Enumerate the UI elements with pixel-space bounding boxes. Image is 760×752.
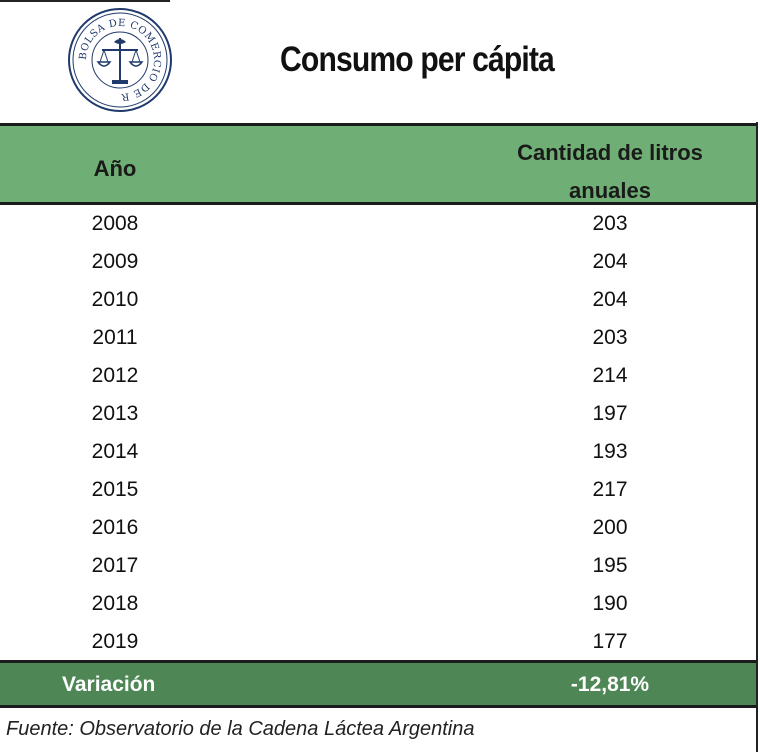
bolsa-rosario-seal: BOLSA DE COMERCIO DE ROSARIO [66,6,172,112]
cell-year: 2016 [91,516,139,539]
table-header: Año Cantidad de litros anuales [0,123,756,205]
header-year: Año [93,156,137,181]
page-title: Consumo per cápita [280,40,555,79]
cell-year: 2009 [91,250,139,273]
cell-year: 2014 [91,440,139,463]
source-note: Fuente: Observatorio de la Cadena Láctea… [6,718,475,740]
cell-value: 195 [592,554,628,577]
cell-value: 217 [592,478,628,501]
table-row: 2015 217 [0,472,756,510]
cell-year: 2010 [91,288,139,311]
cell-value: 204 [592,250,628,273]
cell-year: 2015 [91,478,139,501]
cell-value: 203 [592,212,628,235]
top-rule [0,0,170,2]
table-row: 2009 204 [0,244,756,282]
variation-value: -12,81% [570,673,650,696]
cell-year: 2017 [91,554,139,577]
header-quantity: Cantidad de litros anuales [470,134,750,210]
table-row: 2011 203 [0,320,756,358]
table-row: 2018 190 [0,586,756,624]
header-quantity-line1: Cantidad de litros [517,140,703,165]
table-row: 2017 195 [0,548,756,586]
cell-year: 2019 [91,630,139,653]
cell-value: 200 [592,516,628,539]
cell-year: 2008 [91,212,139,235]
cell-value: 177 [592,630,628,653]
cell-value: 197 [592,402,628,425]
header-quantity-line2: anuales [569,178,651,203]
cell-year: 2012 [91,364,139,387]
cell-year: 2013 [91,402,139,425]
variation-row: Variación -12,81% [0,660,756,708]
table-row: 2016 200 [0,510,756,548]
cell-value: 203 [592,326,628,349]
variation-label: Variación [62,673,156,696]
table-row: 2019 177 [0,624,756,662]
table-row: 2008 203 [0,206,756,244]
cell-value: 214 [592,364,628,387]
table-row: 2013 197 [0,396,756,434]
table-body: 2008 203 2009 204 2010 204 2011 203 2012 214 … [0,206,756,662]
cell-value: 193 [592,440,628,463]
table-row: 2012 214 [0,358,756,396]
cell-value: 190 [592,592,628,615]
cell-year: 2018 [91,592,139,615]
right-rule [756,122,758,752]
table-row: 2014 193 [0,434,756,472]
table-row: 2010 204 [0,282,756,320]
cell-value: 204 [592,288,628,311]
cell-year: 2011 [92,326,138,349]
